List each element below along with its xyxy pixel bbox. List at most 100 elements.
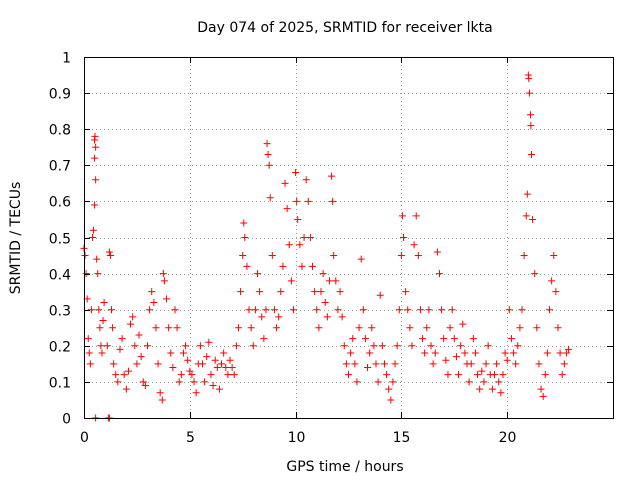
- data-point: [203, 353, 211, 361]
- data-point: [188, 371, 196, 379]
- data-point: [408, 342, 416, 350]
- data-point: [527, 122, 535, 130]
- data-point: [560, 360, 568, 368]
- data-point: [287, 277, 295, 285]
- data-point: [196, 342, 204, 350]
- data-point: [92, 176, 100, 184]
- data-point: [539, 392, 547, 400]
- data-point: [389, 378, 397, 386]
- data-point: [525, 89, 533, 97]
- data-point: [565, 345, 573, 353]
- data-point: [423, 324, 431, 332]
- data-point: [232, 342, 240, 350]
- data-point: [277, 288, 285, 296]
- data-point: [141, 382, 149, 390]
- data-point: [218, 360, 226, 368]
- data-point: [279, 262, 287, 270]
- y-tick-label: 1: [62, 51, 71, 67]
- data-point: [266, 194, 274, 202]
- data-point: [391, 360, 399, 368]
- data-point: [222, 363, 230, 371]
- data-point: [281, 179, 289, 187]
- data-point: [357, 255, 365, 263]
- data-point: [351, 360, 359, 368]
- data-point: [364, 363, 372, 371]
- data-point: [329, 197, 337, 205]
- data-point: [302, 176, 310, 184]
- data-point: [265, 161, 273, 169]
- data-point: [495, 378, 503, 386]
- data-point: [234, 324, 242, 332]
- data-point: [292, 169, 300, 177]
- data-point: [537, 385, 545, 393]
- data-point: [402, 288, 410, 296]
- data-point: [190, 378, 198, 386]
- y-tick-label: 0.2: [49, 340, 71, 356]
- data-point: [404, 306, 412, 314]
- data-point: [91, 154, 99, 162]
- data-point: [91, 132, 99, 140]
- data-point: [270, 306, 278, 314]
- data-point: [522, 212, 530, 220]
- data-point: [254, 270, 262, 278]
- data-point: [97, 342, 105, 350]
- data-point: [306, 234, 314, 241]
- data-point: [154, 360, 162, 368]
- data-point: [541, 371, 549, 379]
- data-point: [143, 342, 151, 350]
- data-point: [353, 378, 361, 386]
- data-point: [205, 338, 213, 346]
- y-tick-label: 0.1: [49, 376, 71, 392]
- data-point: [228, 363, 236, 371]
- data-point: [528, 150, 536, 158]
- data-point: [245, 306, 253, 314]
- data-point: [148, 288, 156, 296]
- data-point: [90, 226, 98, 234]
- data-point: [220, 349, 228, 357]
- data-point: [110, 360, 118, 368]
- data-point: [323, 313, 331, 321]
- data-point: [457, 342, 465, 350]
- data-point: [309, 262, 317, 270]
- data-point: [133, 360, 141, 368]
- data-point: [452, 353, 460, 361]
- data-point: [474, 371, 482, 379]
- data-point: [165, 324, 173, 332]
- data-point: [167, 349, 175, 357]
- data-point: [421, 349, 429, 357]
- data-point: [510, 349, 518, 357]
- data-point: [455, 371, 463, 379]
- data-point: [531, 270, 539, 278]
- data-point: [124, 367, 132, 375]
- data-point: [368, 324, 376, 332]
- data-point: [247, 324, 255, 332]
- data-point: [100, 298, 108, 306]
- data-point: [448, 306, 456, 314]
- data-point: [340, 342, 348, 350]
- data-point: [289, 306, 297, 314]
- data-point: [334, 306, 342, 314]
- data-point: [543, 349, 551, 357]
- data-point: [256, 288, 264, 296]
- data-point: [163, 295, 171, 303]
- data-point: [385, 385, 393, 393]
- data-point: [425, 306, 433, 314]
- y-tick-label: 0.8: [49, 123, 71, 139]
- data-point: [116, 345, 124, 353]
- data-point: [393, 342, 401, 350]
- data-point: [397, 252, 405, 260]
- data-point: [109, 324, 117, 332]
- data-point: [438, 306, 446, 314]
- data-point: [319, 270, 327, 278]
- data-point: [122, 385, 130, 393]
- data-point: [429, 360, 437, 368]
- data-point: [285, 241, 293, 249]
- data-point: [201, 378, 209, 386]
- data-point: [325, 277, 333, 285]
- data-point: [268, 252, 276, 260]
- data-point: [129, 313, 137, 321]
- data-point: [370, 342, 378, 350]
- data-point: [467, 360, 475, 368]
- data-point: [241, 234, 249, 241]
